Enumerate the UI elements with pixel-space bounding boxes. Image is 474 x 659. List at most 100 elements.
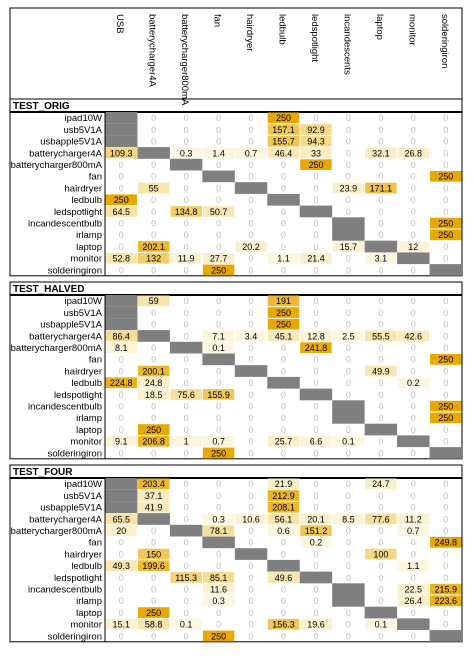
- heat-cell: [170, 206, 202, 217]
- cell-value: 0: [411, 172, 416, 182]
- cell-value: 0: [281, 230, 286, 240]
- cell-value: 0: [184, 402, 189, 412]
- cell-value: 0: [184, 503, 189, 513]
- cell-value: 0: [378, 585, 383, 595]
- cell-value: 65.5: [112, 514, 130, 524]
- heat-cell: [397, 330, 430, 342]
- cell-value: 0: [119, 448, 124, 458]
- masked-cell: [234, 365, 268, 377]
- cell-value: 0: [411, 538, 416, 548]
- cell-value: 0: [313, 491, 318, 501]
- cell-value: 250: [438, 402, 453, 412]
- cell-value: 0: [313, 402, 318, 412]
- cell-value: 0: [249, 596, 254, 606]
- cell-value: 0: [281, 183, 286, 193]
- row-label: fan: [89, 538, 102, 549]
- cell-value: 0: [346, 390, 351, 400]
- cell-value: 85.1: [210, 573, 228, 583]
- cell-value: 0: [411, 265, 416, 275]
- cell-value: 0: [313, 183, 318, 193]
- heat-cell: [365, 147, 397, 159]
- heat-cell: [267, 525, 300, 536]
- masked-cell: [299, 388, 333, 401]
- cell-value: 0.3: [212, 596, 225, 606]
- cell-value: 0: [378, 343, 383, 353]
- cell-value: 100: [373, 549, 388, 559]
- masked-cell: [332, 217, 365, 229]
- cell-value: 250: [308, 160, 323, 170]
- cell-value: 15.7: [340, 242, 358, 252]
- heat-cell: [397, 241, 430, 252]
- masked-cell: [105, 123, 138, 136]
- cell-value: 0: [411, 402, 416, 412]
- masked-cell: [397, 435, 430, 448]
- row-label: solderingiron: [48, 448, 102, 459]
- heat-cell: [267, 618, 300, 630]
- cell-value: 0: [346, 355, 351, 365]
- cell-value: 0: [378, 219, 383, 229]
- cell-value: 0.7: [212, 437, 225, 447]
- cell-value: 250: [438, 219, 453, 229]
- cell-value: 200.1: [142, 366, 165, 376]
- cell-value: 0: [216, 491, 221, 501]
- cell-value: 0: [249, 491, 254, 501]
- cell-value: 0: [151, 402, 156, 412]
- cell-value: 0: [249, 390, 254, 400]
- cell-value: 0: [378, 413, 383, 423]
- cell-value: 75.6: [177, 390, 195, 400]
- heat-cell: [105, 206, 137, 217]
- heat-cell: [105, 194, 137, 206]
- cell-value: 215.9: [435, 585, 458, 595]
- cell-value: 26.4: [405, 596, 423, 606]
- cell-value: 1: [184, 437, 189, 447]
- row-label: solderingiron: [48, 631, 102, 642]
- cell-value: 0.1: [212, 343, 225, 353]
- cell-value: 0: [443, 296, 448, 306]
- cell-value: 0: [313, 631, 318, 641]
- cell-value: 0: [411, 160, 416, 170]
- cell-value: 0: [443, 343, 448, 353]
- cell-value: 206.8: [142, 437, 165, 447]
- cell-value: 0: [249, 631, 254, 641]
- cell-value: 0: [216, 296, 221, 306]
- cell-value: 0: [184, 366, 189, 376]
- cell-value: 0: [281, 265, 286, 275]
- cell-value: 0.7: [245, 148, 258, 158]
- masked-cell: [364, 240, 398, 253]
- cell-value: 0: [216, 561, 221, 571]
- cell-value: 0: [249, 402, 254, 412]
- row-label: usb5V1A: [63, 491, 102, 502]
- heat-cell: [137, 377, 170, 389]
- cell-value: 0: [281, 608, 286, 618]
- cell-value: 250: [146, 425, 161, 435]
- cell-value: 0: [151, 113, 156, 123]
- heat-cell: [105, 618, 137, 630]
- cell-value: 0: [184, 195, 189, 205]
- row-label: irlamp: [76, 413, 102, 424]
- cell-value: 0: [119, 265, 124, 275]
- cell-value: 0: [249, 448, 254, 458]
- cell-value: 0.1: [342, 437, 355, 447]
- heat-cell: [397, 377, 430, 389]
- cell-value: 0: [184, 183, 189, 193]
- cell-value: 0: [411, 448, 416, 458]
- cell-value: 0: [443, 573, 448, 583]
- cell-value: 0: [184, 448, 189, 458]
- masked-cell: [137, 330, 170, 342]
- cell-value: 0: [216, 608, 221, 618]
- heat-cell: [137, 295, 170, 307]
- column-label: ledbulb: [277, 14, 288, 45]
- heat-cell: [332, 435, 365, 447]
- cell-value: 0: [249, 137, 254, 147]
- cell-value: 0: [119, 425, 124, 435]
- masked-cell: [137, 513, 170, 525]
- cell-value: 0: [313, 172, 318, 182]
- heat-cell: [137, 501, 170, 513]
- row-label: monitor: [70, 437, 102, 448]
- cell-value: 0: [378, 526, 383, 536]
- cell-value: 0: [249, 125, 254, 135]
- cell-value: 0: [184, 172, 189, 182]
- cell-value: 0: [378, 296, 383, 306]
- cell-value: 0: [411, 390, 416, 400]
- heat-cell: [332, 513, 365, 525]
